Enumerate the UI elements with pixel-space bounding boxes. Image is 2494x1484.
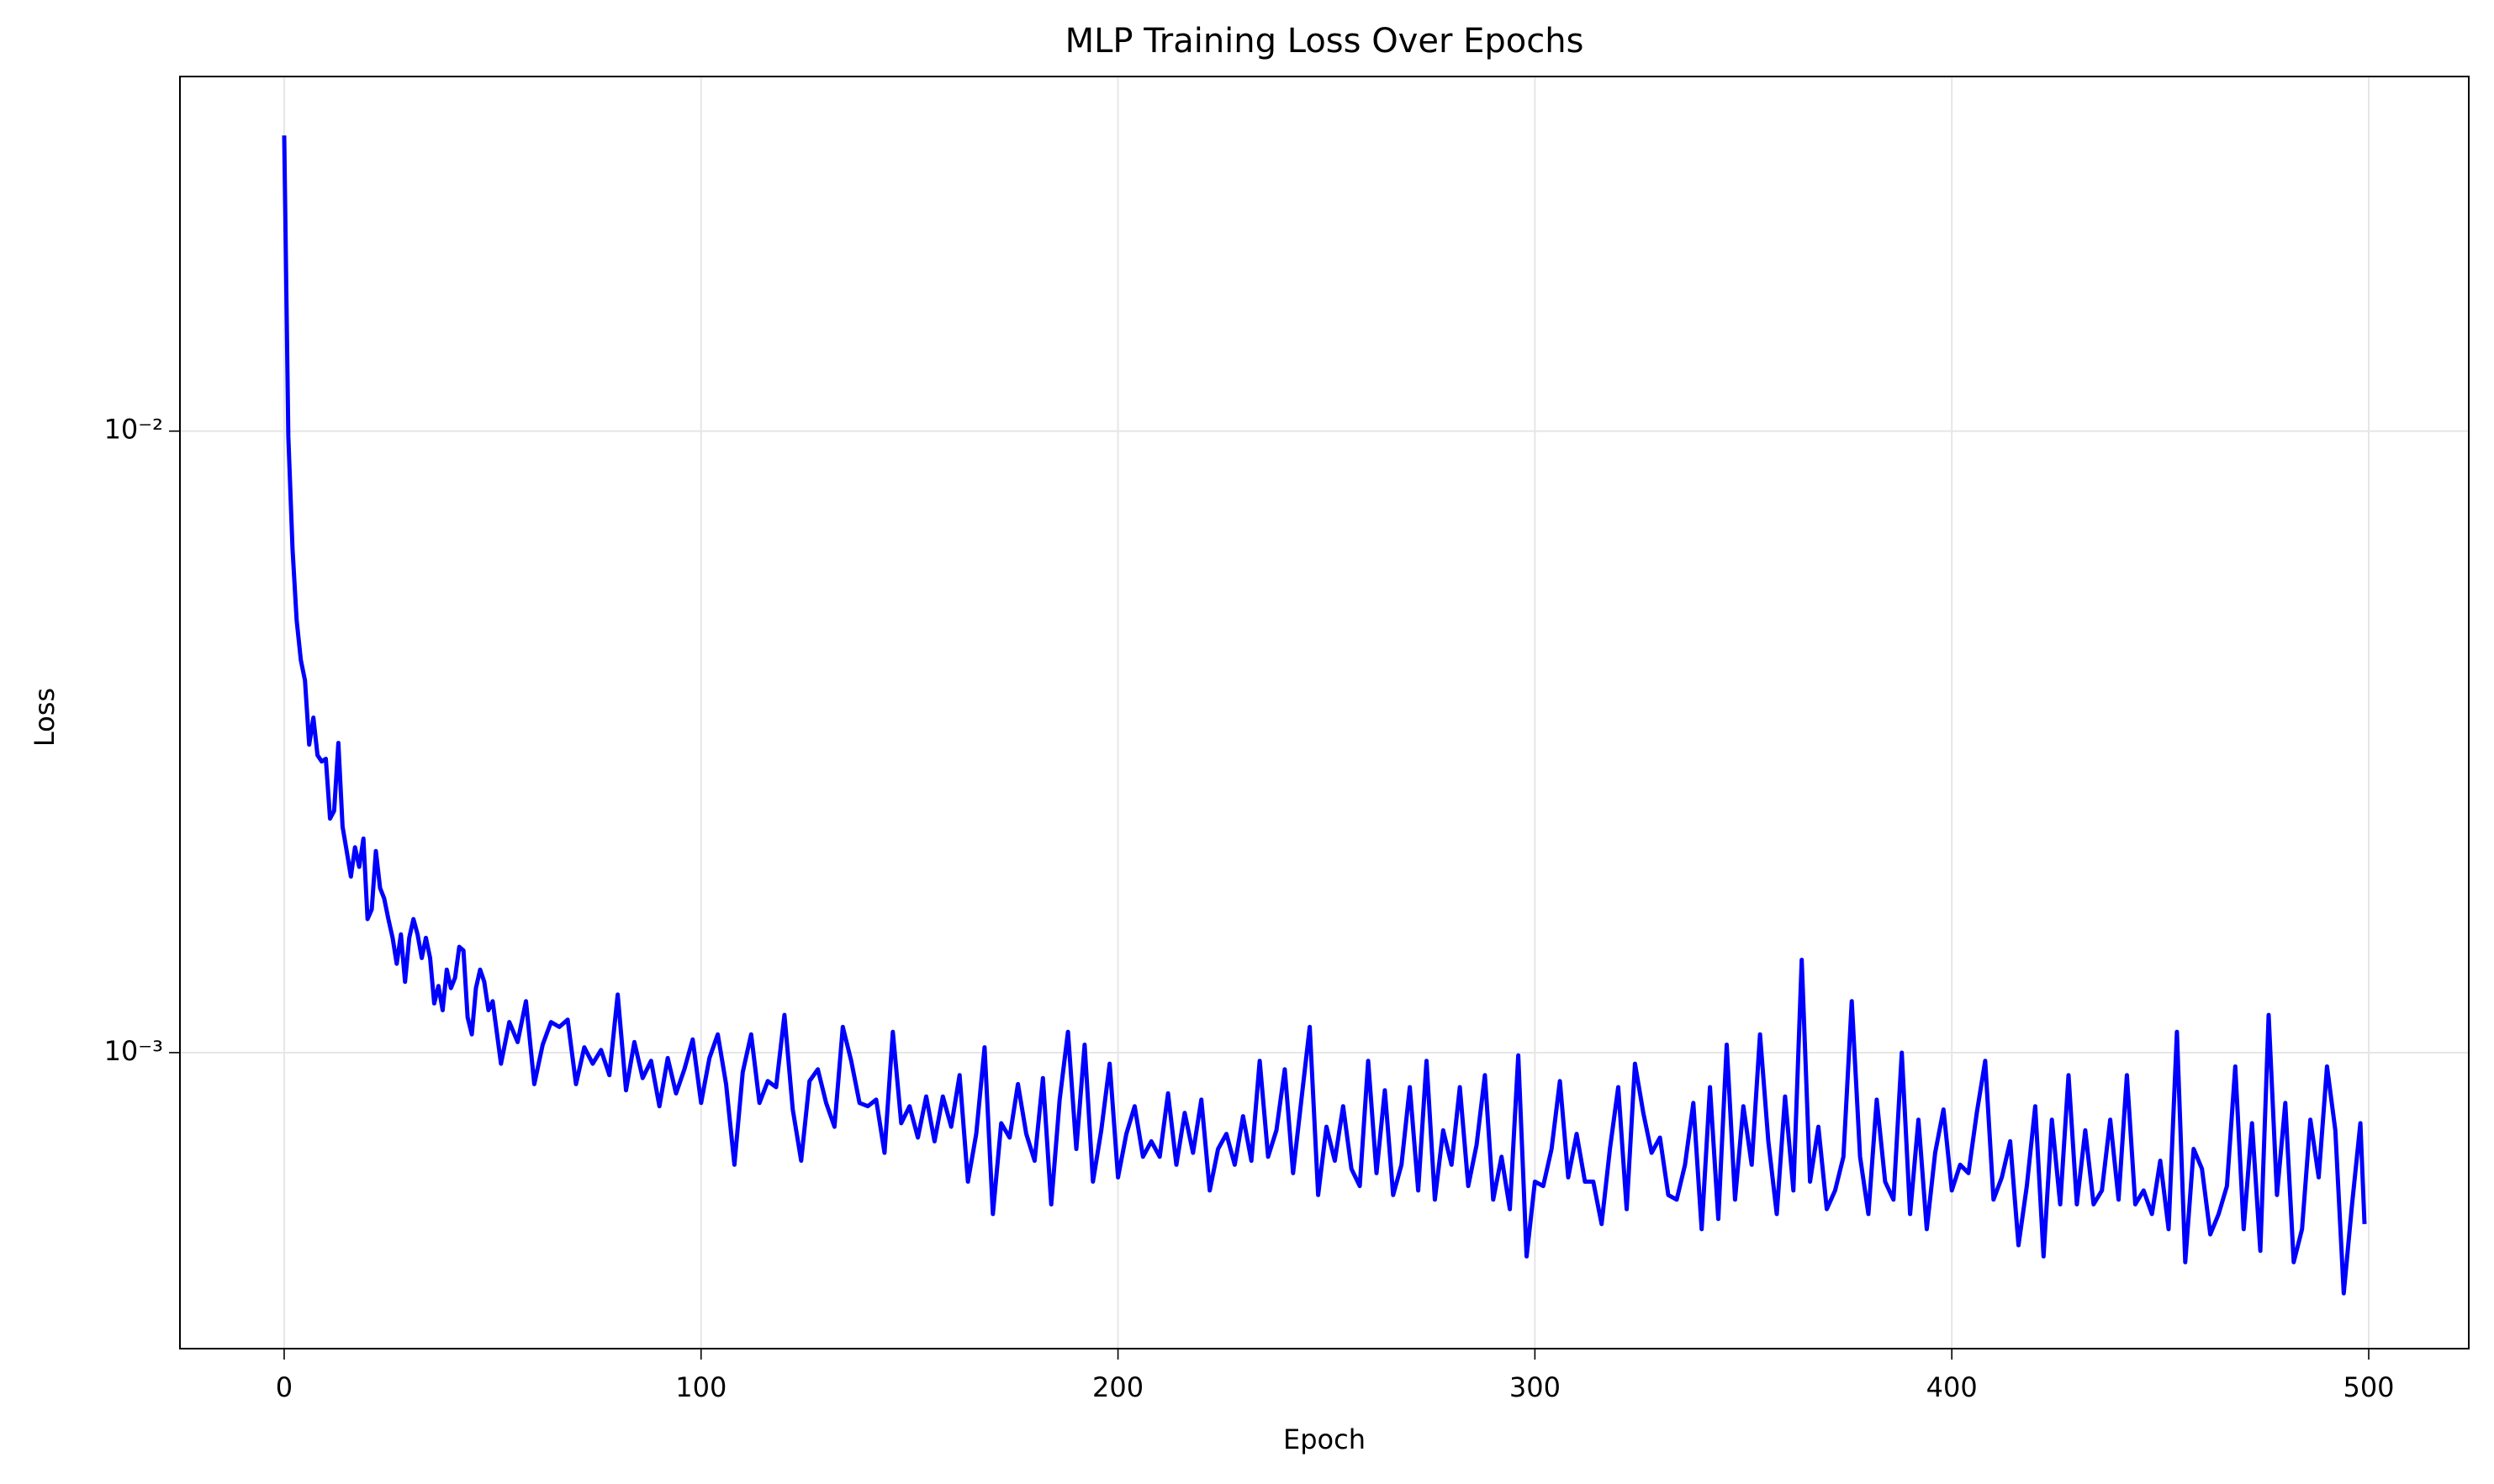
y-tick-label: 10⁻²	[104, 414, 163, 446]
x-tick-label: 100	[675, 1371, 727, 1403]
x-tick-label: 500	[2343, 1371, 2394, 1403]
x-tick-label: 200	[1092, 1371, 1144, 1403]
x-axis-label: Epoch	[1283, 1423, 1366, 1455]
x-tick-label: 0	[276, 1371, 293, 1403]
loss-line	[282, 135, 2367, 1296]
x-tick-label: 300	[1509, 1371, 1561, 1403]
y-tick-label: 10⁻³	[104, 1035, 163, 1067]
x-tick-label: 400	[1926, 1371, 1978, 1403]
y-axis-label: Loss	[29, 688, 61, 747]
plot-frame	[179, 76, 2470, 1349]
chart-title: MLP Training Loss Over Epochs	[1065, 22, 1584, 61]
